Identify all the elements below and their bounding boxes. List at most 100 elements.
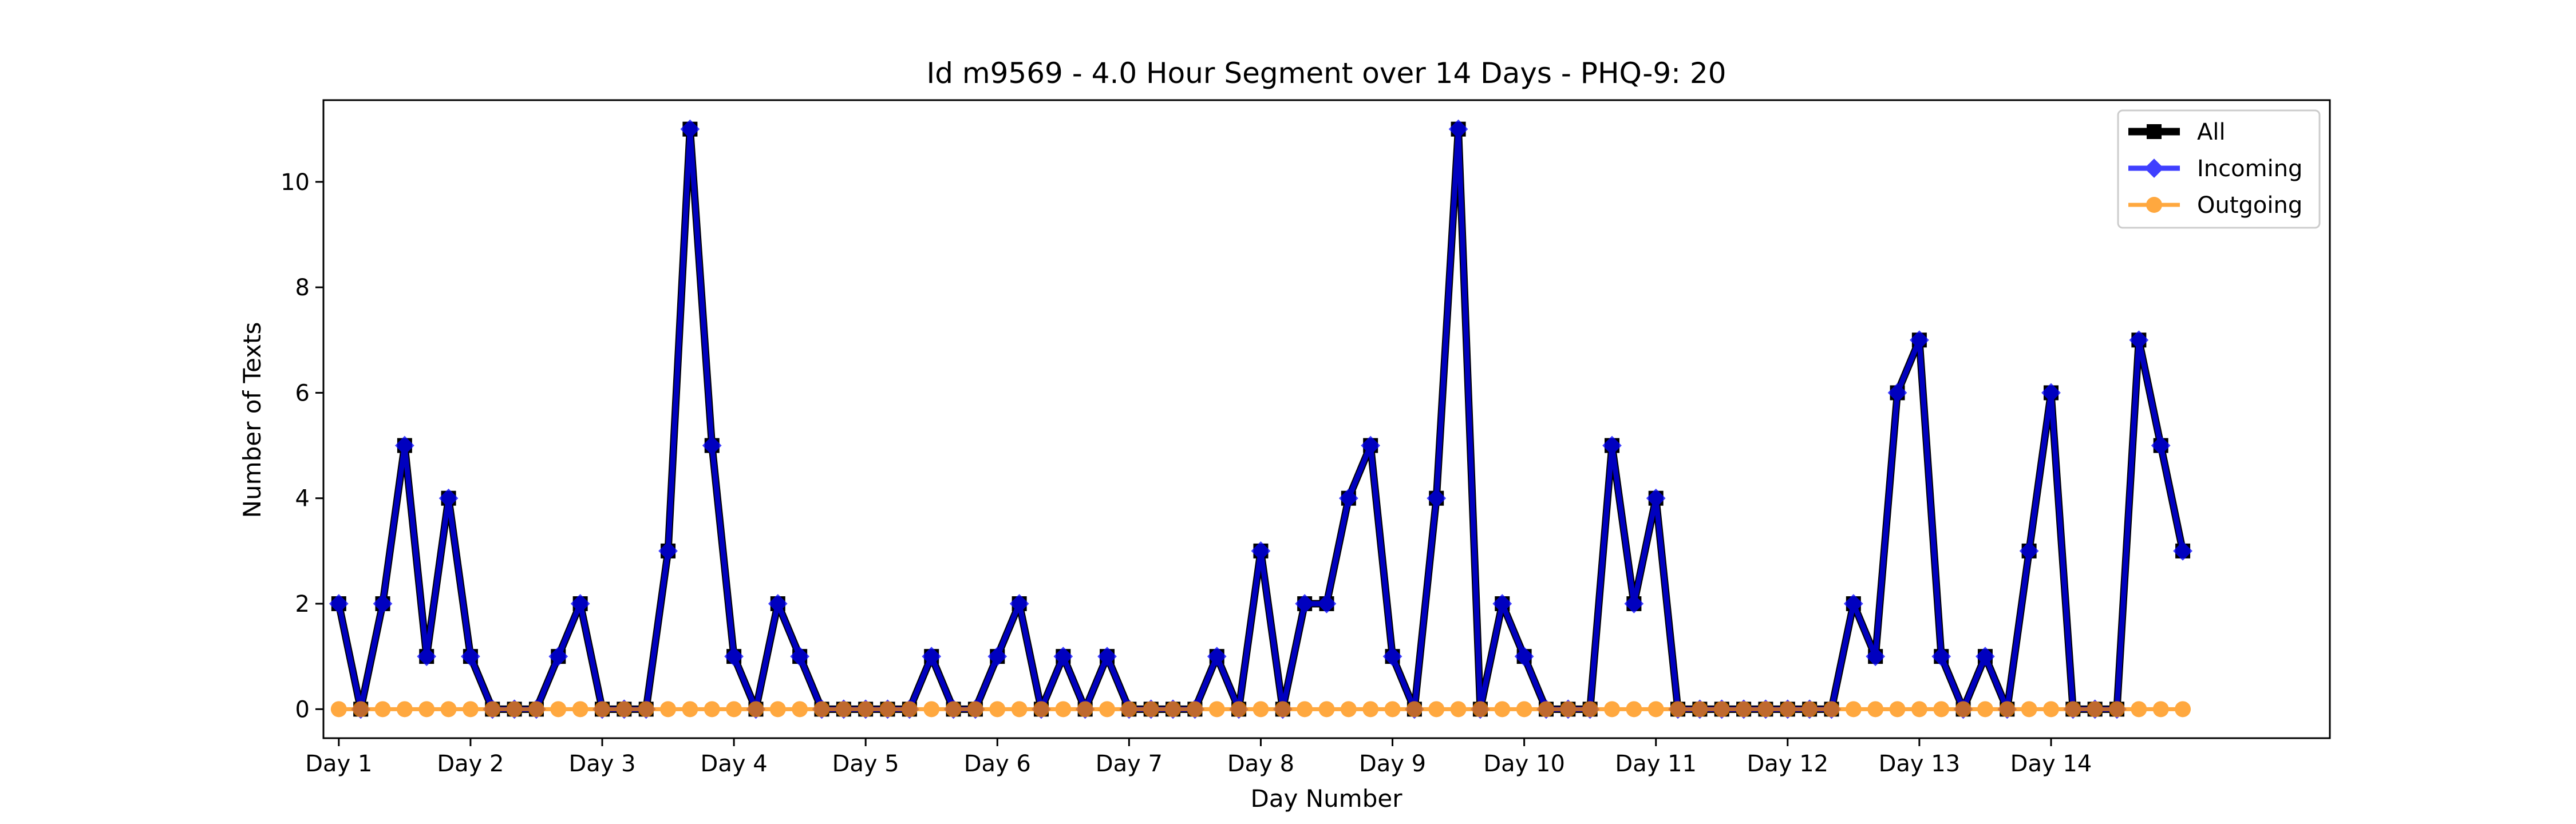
x-tick-label: Day 7 xyxy=(1096,751,1163,777)
data-point-outgoing xyxy=(682,701,698,718)
x-axis-ticks: Day 1 Day 2 Day 3 Day 4 Day 5 Day 6 Day 7 Day 8… xyxy=(305,738,2092,777)
data-point-incoming xyxy=(1361,435,1381,455)
legend: All Incoming Outgoing xyxy=(2117,109,2321,229)
data-point-outgoing xyxy=(1274,701,1291,718)
data-point-incoming xyxy=(1866,647,1886,667)
data-point-incoming xyxy=(417,647,437,667)
data-point-incoming xyxy=(2173,541,2192,561)
data-point-incoming xyxy=(1207,647,1227,667)
legend-label-outgoing: Outgoing xyxy=(2197,192,2302,219)
data-point-outgoing xyxy=(550,701,567,718)
data-point-incoming xyxy=(1448,119,1468,139)
y-tick-label: 4 xyxy=(295,486,310,512)
data-point-outgoing xyxy=(396,701,413,718)
data-point-outgoing xyxy=(1647,701,1664,718)
y-tick-label: 6 xyxy=(295,380,310,406)
y-axis-ticks: 0 2 4 6 8 10 xyxy=(280,169,323,723)
data-point-incoming xyxy=(1624,594,1644,613)
x-axis-label: Day Number xyxy=(1250,785,1402,813)
data-point-incoming xyxy=(2151,435,2171,455)
legend-box xyxy=(2117,109,2321,229)
data-point-outgoing xyxy=(616,701,633,718)
data-point-outgoing xyxy=(1999,701,2016,718)
y-tick-label: 2 xyxy=(295,591,310,617)
data-point-outgoing xyxy=(1121,701,1137,718)
data-point-outgoing xyxy=(1560,701,1577,718)
data-point-incoming xyxy=(702,435,722,455)
data-point-incoming xyxy=(2041,383,2061,403)
data-point-incoming xyxy=(1251,541,1271,561)
plot-area-frame xyxy=(322,99,2331,739)
data-point-outgoing xyxy=(1077,701,1093,718)
series-line-all xyxy=(335,125,2187,713)
data-point-incoming xyxy=(461,647,480,667)
data-point-outgoing xyxy=(923,701,940,718)
chart-title: Id m9569 - 4.0 Hour Segment over 14 Days… xyxy=(926,57,1726,90)
legend-label-all: All xyxy=(2197,119,2226,145)
x-tick-label: Day 11 xyxy=(1615,751,1697,777)
data-point-outgoing xyxy=(1713,701,1730,718)
data-point-outgoing xyxy=(1362,701,1379,718)
legend-handle-outgoing xyxy=(2128,197,2180,213)
data-point-outgoing xyxy=(989,701,1006,718)
data-point-outgoing xyxy=(2109,701,2125,718)
y-tick-label: 8 xyxy=(295,275,310,301)
data-point-incoming xyxy=(394,435,414,455)
data-point-outgoing xyxy=(506,701,523,718)
data-point-outgoing xyxy=(726,701,742,718)
data-point-incoming xyxy=(373,594,393,613)
data-point-outgoing xyxy=(440,701,457,718)
data-point-outgoing xyxy=(792,701,808,718)
data-point-incoming xyxy=(1427,488,1447,508)
data-point-outgoing xyxy=(2152,701,2169,718)
data-point-outgoing xyxy=(1867,701,1884,718)
data-point-outgoing xyxy=(1670,701,1686,718)
data-point-outgoing xyxy=(769,701,786,718)
data-point-outgoing xyxy=(484,701,501,718)
x-tick-label: Day 6 xyxy=(964,751,1031,777)
data-point-incoming xyxy=(1602,435,1622,455)
data-point-outgoing xyxy=(1626,701,1642,718)
data-point-outgoing xyxy=(1582,701,1598,718)
data-point-incoming xyxy=(987,647,1008,667)
plot-series xyxy=(329,119,2192,719)
data-point-outgoing xyxy=(1055,701,1072,718)
data-point-outgoing xyxy=(2175,701,2191,718)
data-point-incoming xyxy=(1097,647,1117,667)
data-point-outgoing xyxy=(1253,701,1269,718)
data-point-outgoing xyxy=(1033,701,1049,718)
data-point-incoming xyxy=(680,119,700,139)
x-tick-label: Day 10 xyxy=(1483,751,1565,777)
data-point-outgoing xyxy=(353,701,369,718)
data-point-incoming xyxy=(1646,488,1666,508)
x-tick-label: Day 8 xyxy=(1227,751,1294,777)
data-point-incoming xyxy=(1976,647,1995,667)
data-point-incoming xyxy=(329,594,349,613)
data-point-outgoing xyxy=(1208,701,1225,718)
series-all xyxy=(331,121,2191,717)
data-point-outgoing xyxy=(1472,701,1488,718)
data-point-outgoing xyxy=(1977,701,1993,718)
data-point-incoming xyxy=(1317,594,1337,613)
y-tick-label: 10 xyxy=(280,169,310,196)
legend-handle-all xyxy=(2128,124,2180,139)
data-point-outgoing xyxy=(1955,701,1971,718)
data-point-incoming xyxy=(1009,594,1029,613)
data-point-outgoing xyxy=(1143,701,1159,718)
data-point-incoming xyxy=(1931,647,1951,667)
data-point-outgoing xyxy=(1297,701,1313,718)
data-point-outgoing xyxy=(462,701,479,718)
data-point-outgoing xyxy=(1011,701,1028,718)
data-point-outgoing xyxy=(813,701,830,718)
data-point-incoming xyxy=(1338,488,1358,508)
data-point-incoming xyxy=(922,647,942,667)
data-point-incoming xyxy=(768,594,788,613)
data-point-incoming xyxy=(1492,594,1512,613)
x-tick-label: Day 4 xyxy=(701,751,768,777)
data-point-incoming xyxy=(1295,594,1315,613)
x-tick-label: Day 14 xyxy=(2010,751,2092,777)
data-point-outgoing xyxy=(704,701,720,718)
legend-marker-outgoing xyxy=(2146,197,2162,213)
data-point-outgoing xyxy=(330,701,347,718)
